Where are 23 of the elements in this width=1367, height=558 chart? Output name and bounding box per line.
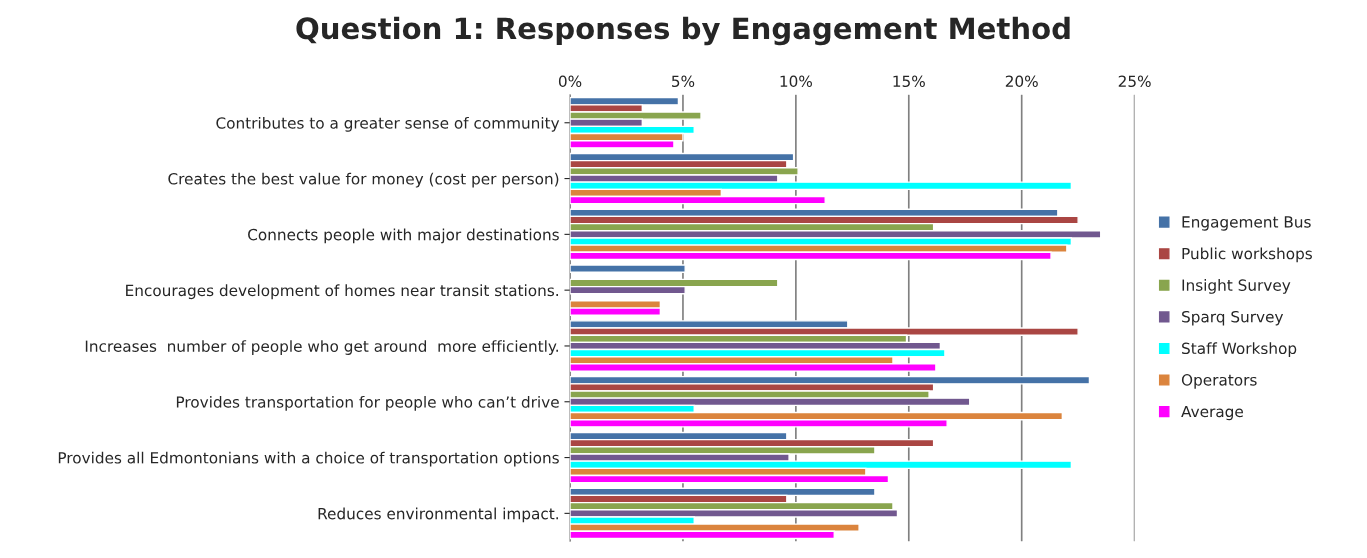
y-tick-label: Connects people with major destinations xyxy=(248,228,559,244)
y-tick-label: Reduces environmental impact. xyxy=(318,507,558,523)
legend-label: Average xyxy=(1181,405,1243,421)
x-tick-label: 0% xyxy=(558,75,582,88)
y-tick-label: Increases number of people who get around more efficiently. xyxy=(85,340,558,355)
y-tick-label: Provides all Edmontonians with a choice of transportation options xyxy=(58,451,559,467)
legend-label: Engagement Bus xyxy=(1182,216,1311,231)
y-tick-label: Provides transportation for people who can’t drive xyxy=(176,395,559,411)
x-tick-label: 25% xyxy=(1118,75,1151,88)
legend-label: Staff Workshop xyxy=(1182,342,1297,358)
legend-label: Operators xyxy=(1181,374,1257,389)
x-tick-label: 20% xyxy=(1005,75,1038,88)
y-tick-label: Creates the best value for money (cost per person) xyxy=(168,172,559,188)
legend-label: Sparq Survey xyxy=(1182,310,1284,326)
legend-label: Insight Survey xyxy=(1182,279,1291,294)
x-tick-label: 15% xyxy=(893,75,925,88)
legend-label: Public workshops xyxy=(1182,247,1312,263)
y-tick-label: Encourages development of homes near transit stations. xyxy=(126,284,558,300)
x-tick-label: 5% xyxy=(672,75,695,88)
bar xyxy=(570,264,686,273)
chart-title: Question 1: Responses by Engagement Method xyxy=(296,16,1070,46)
y-tick-label: Contributes to a greater sense of community xyxy=(216,116,560,132)
x-tick-label: 10% xyxy=(780,75,812,88)
